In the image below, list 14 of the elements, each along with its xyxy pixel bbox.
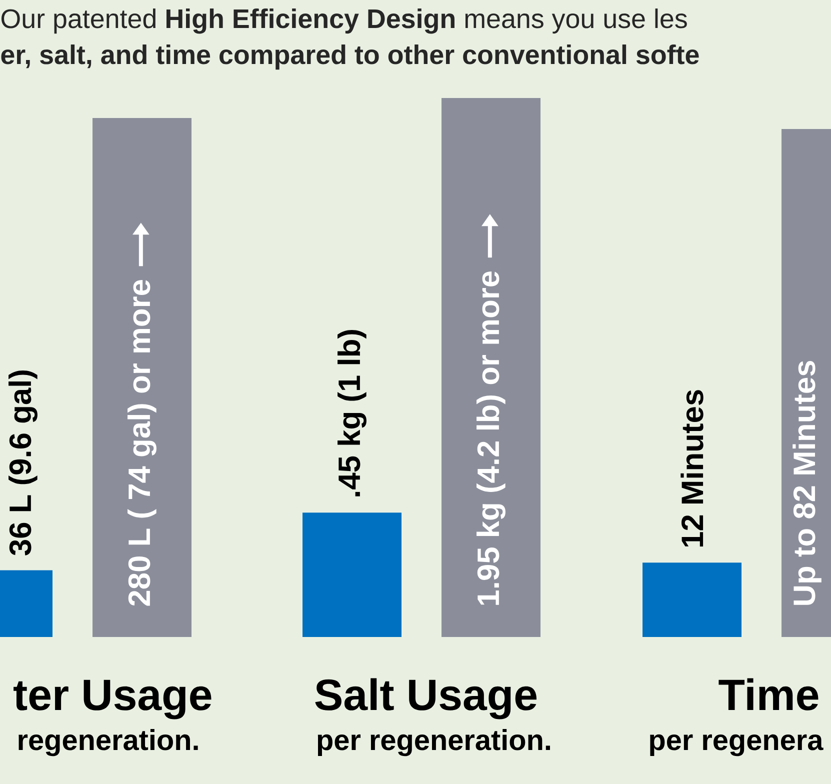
text: Our patented High Efficiency Design means you use les (1, 8, 687, 34)
text: per regeneration. (318, 729, 550, 756)
data-label: .45 kg (1 lb) (338, 330, 366, 496)
text: er, salt, and time compared to other conventional softe (1, 44, 699, 70)
text: per regenera (650, 734, 824, 756)
data-label: 280 L ( 74 gal) or more (128, 280, 156, 606)
x-axis-title: Time (718, 678, 818, 710)
text: regeneration. (18, 729, 198, 756)
data-label: Up to 82 Minutes (792, 360, 822, 605)
x-axis-title: Salt Usage (315, 678, 537, 720)
data-label: 1.95 kg (4.2 lb) or more (476, 271, 506, 605)
x-axis-title: ter Usage (14, 680, 212, 720)
data-label: 36 L (9.6 gal) (8, 370, 38, 556)
data-label: 12 Minutes (680, 390, 704, 546)
